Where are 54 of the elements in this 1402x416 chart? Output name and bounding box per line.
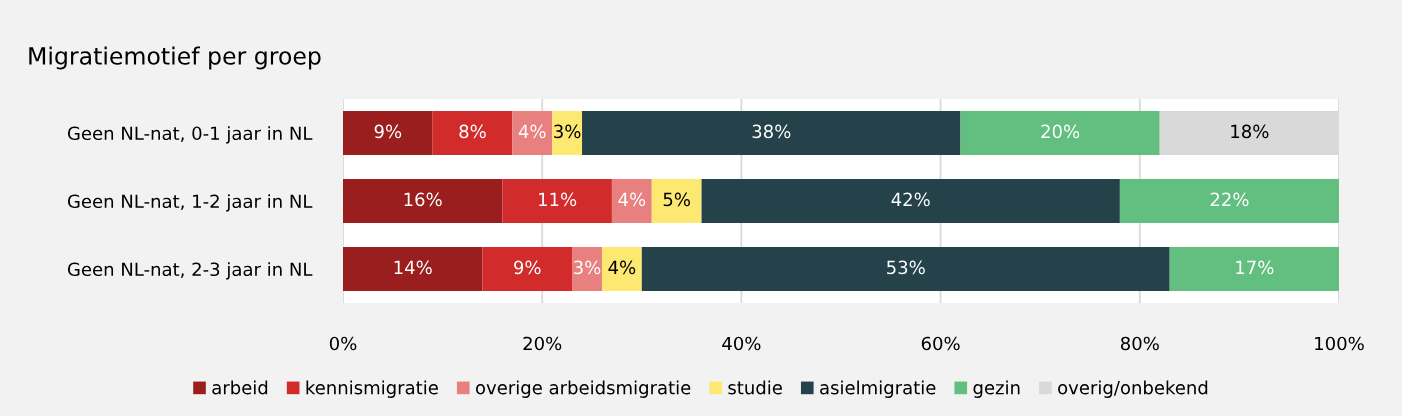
y-tick-label: Geen NL-nat, 0-1 jaar in NL [67,126,313,144]
bar [482,246,573,292]
data-label: 20% [1041,124,1080,139]
y-tick-label: Geen NL-nat, 1-2 jaar in NL [67,194,313,212]
data-label: 3% [574,260,601,275]
data-label: 42% [891,192,930,207]
data-label: 5% [663,192,690,207]
y-tick-label: Geen NL-nat, 2-3 jaar in NL [67,262,313,280]
bar [343,246,483,292]
data-label: 16% [404,192,442,207]
legend-label: studie [728,380,782,395]
data-label: 53% [887,260,925,275]
legend-label: gezin [973,380,1020,398]
x-tick-label: 0% [329,336,357,351]
bar [572,246,602,292]
bar [552,110,583,156]
data-label: 8% [459,124,486,139]
bar [601,246,642,292]
bar [432,110,513,156]
bar [651,178,702,224]
x-tick-label: 60% [921,336,960,351]
data-label: 4% [618,192,646,207]
bar [502,178,612,224]
bar [512,110,553,156]
bar [582,110,961,156]
bar [960,110,1160,156]
legend-label: overig/onbekend [1058,380,1208,398]
x-tick-label: 100% [1315,336,1364,351]
bar [1169,246,1339,292]
bar [611,178,652,224]
data-label: 14% [394,260,432,275]
legend-label: kennismigratie [306,380,438,398]
bar [1119,178,1339,224]
bar [343,178,503,224]
data-label: 38% [752,124,791,139]
legend-label: overige arbeidsmigratie [475,380,691,398]
chart-title: Migratiemotief per groep [29,46,321,70]
bar [641,246,1170,292]
x-tick-label: 80% [1120,336,1159,351]
data-label: 4% [518,124,546,139]
legend-label: asielmigratie [820,380,936,398]
data-label: 11% [539,192,577,207]
x-tick-label: 20% [523,336,562,351]
legend-label: arbeid [212,380,268,395]
data-label: 17% [1236,260,1274,275]
data-label: 9% [514,260,541,275]
data-label: 18% [1231,124,1269,139]
data-label: 4% [608,260,636,275]
data-label: 3% [554,124,581,139]
data-label: 22% [1210,192,1249,207]
bar [343,110,433,156]
x-tick-label: 40% [722,336,761,351]
data-label: 9% [374,124,402,139]
bar [701,178,1120,224]
